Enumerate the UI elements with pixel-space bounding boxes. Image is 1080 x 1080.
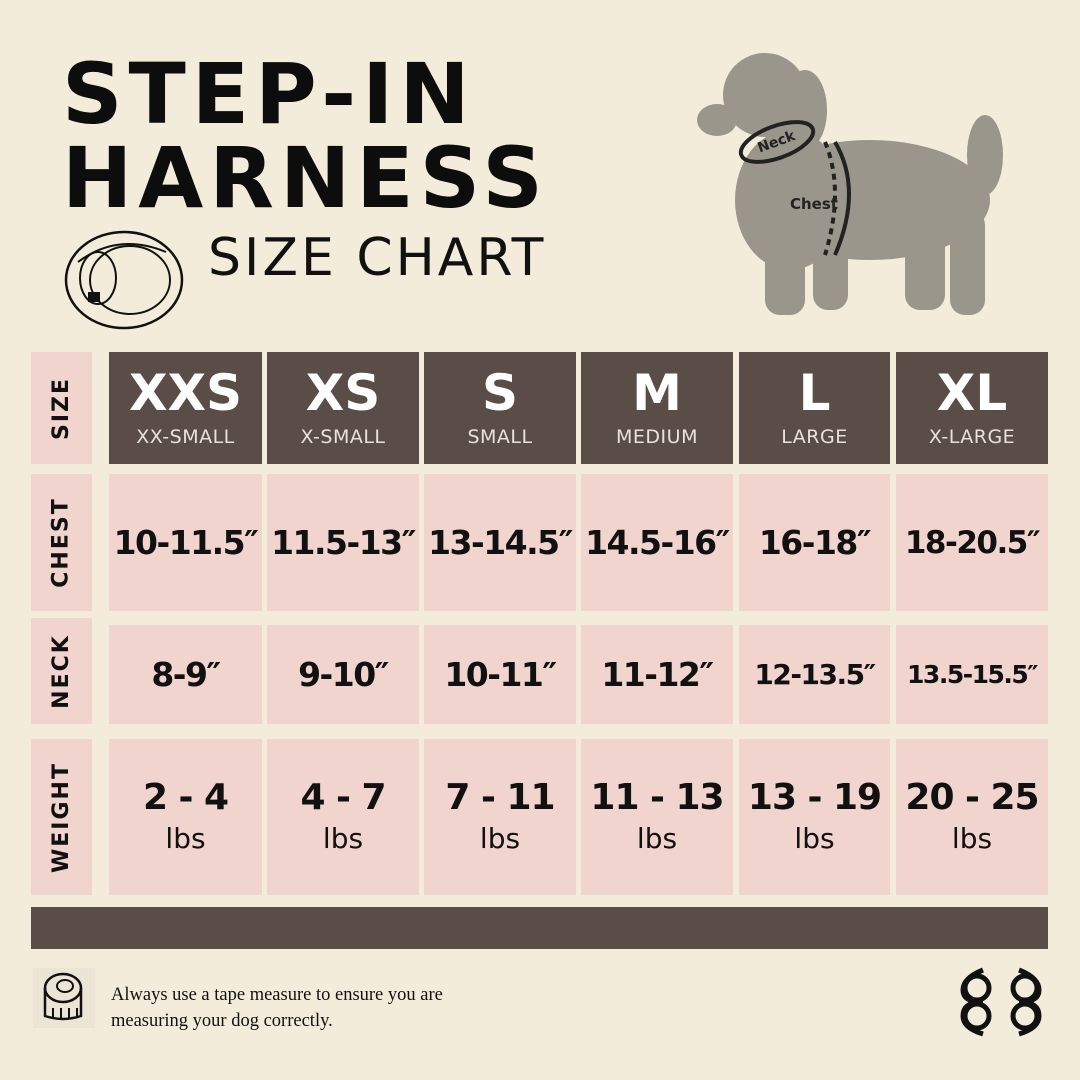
weight-cell: 20 - 25 lbs xyxy=(896,739,1048,895)
neck-value: 12-13.5″ xyxy=(754,658,876,691)
neck-cell: 12-13.5″ xyxy=(739,625,890,724)
weight-cell: 4 - 7 lbs xyxy=(267,739,419,895)
tape-measure-icon xyxy=(33,968,95,1028)
weight-unit: lbs xyxy=(636,821,678,855)
chest-value: 10-11.5″ xyxy=(113,523,259,562)
size-code: S xyxy=(481,364,518,422)
weight-value: 13 - 19 xyxy=(747,776,882,818)
neck-value: 9-10″ xyxy=(298,655,389,694)
harness-icon xyxy=(64,230,184,330)
subtitle: SIZE CHART xyxy=(208,228,547,288)
size-code: M xyxy=(632,364,682,422)
weight-unit: lbs xyxy=(322,821,364,855)
size-name: XX-SMALL xyxy=(136,426,235,448)
weight-cell: 2 - 4 lbs xyxy=(109,739,262,895)
neck-value: 13.5-15.5″ xyxy=(907,660,1038,689)
weight-unit: lbs xyxy=(794,821,835,855)
weight-cell: 13 - 19 lbs xyxy=(739,739,890,895)
neck-value: 10-11″ xyxy=(444,655,557,694)
size-name: MEDIUM xyxy=(616,426,698,448)
chest-cell: 14.5-16″ xyxy=(581,474,733,611)
weight-value: 7 - 11 xyxy=(445,776,555,818)
row-label-neck: NECK xyxy=(31,618,92,724)
chest-value: 11.5-13″ xyxy=(271,523,416,562)
weight-unit: lbs xyxy=(479,821,521,855)
measure-note: Always use a tape measure to ensure you … xyxy=(111,985,443,1031)
chest-cell: 18-20.5″ xyxy=(896,474,1048,611)
neck-cell: 8-9″ xyxy=(109,625,262,724)
chest-cell: 10-11.5″ xyxy=(109,474,262,611)
weight-value: 2 - 4 xyxy=(142,776,229,818)
size-header-cell: L LARGE xyxy=(739,352,890,464)
size-code: XS xyxy=(305,364,381,422)
chest-value: 13-14.5″ xyxy=(428,523,573,562)
neck-cell: 13.5-15.5″ xyxy=(896,625,1048,724)
chest-value: 16-18″ xyxy=(758,523,872,562)
dog-silhouette-icon: Neck Chest xyxy=(697,53,1003,315)
weight-value: 20 - 25 xyxy=(905,776,1039,818)
size-name: X-SMALL xyxy=(300,426,386,448)
neck-cell: 10-11″ xyxy=(424,625,576,724)
neck-cell: 9-10″ xyxy=(267,625,419,724)
brand-logo-icon xyxy=(960,967,1042,1037)
chest-cell: 16-18″ xyxy=(739,474,890,611)
neck-value: 8-9″ xyxy=(151,655,221,694)
size-header-cell: XL X-LARGE xyxy=(896,352,1048,464)
size-name: X-LARGE xyxy=(928,426,1016,448)
size-header-cell: XXS XX-SMALL xyxy=(109,352,262,464)
weight-cell: 7 - 11 lbs xyxy=(424,739,576,895)
size-header-cell: M MEDIUM xyxy=(581,352,733,464)
weight-value: 11 - 13 xyxy=(590,776,724,818)
weight-cell: 11 - 13 lbs xyxy=(581,739,733,895)
neck-cell: 11-12″ xyxy=(581,625,733,724)
chest-cell: 11.5-13″ xyxy=(267,474,419,611)
row-label-chest: CHEST xyxy=(31,474,92,611)
chest-value: 14.5-16″ xyxy=(585,523,730,562)
title-line-2: HARNESS xyxy=(62,129,549,227)
size-header-cell: XS X-SMALL xyxy=(267,352,419,464)
weight-value: 4 - 7 xyxy=(300,776,386,818)
weight-unit: lbs xyxy=(165,821,206,855)
chest-cell: 13-14.5″ xyxy=(424,474,576,611)
size-code: L xyxy=(798,364,831,422)
row-label-weight: WEIGHT xyxy=(31,739,92,895)
footer-bar xyxy=(31,907,1048,949)
row-label-size: SIZE xyxy=(31,352,92,464)
size-code: XL xyxy=(936,364,1008,422)
title-line-1: STEP-IN xyxy=(62,45,476,143)
chest-label: Chest xyxy=(790,195,838,213)
size-code: XXS xyxy=(128,364,243,422)
size-name: LARGE xyxy=(781,426,848,448)
size-name: SMALL xyxy=(467,426,533,448)
chest-value: 18-20.5″ xyxy=(904,524,1041,561)
weight-unit: lbs xyxy=(951,821,993,855)
size-header-cell: S SMALL xyxy=(424,352,576,464)
neck-value: 11-12″ xyxy=(601,655,714,694)
